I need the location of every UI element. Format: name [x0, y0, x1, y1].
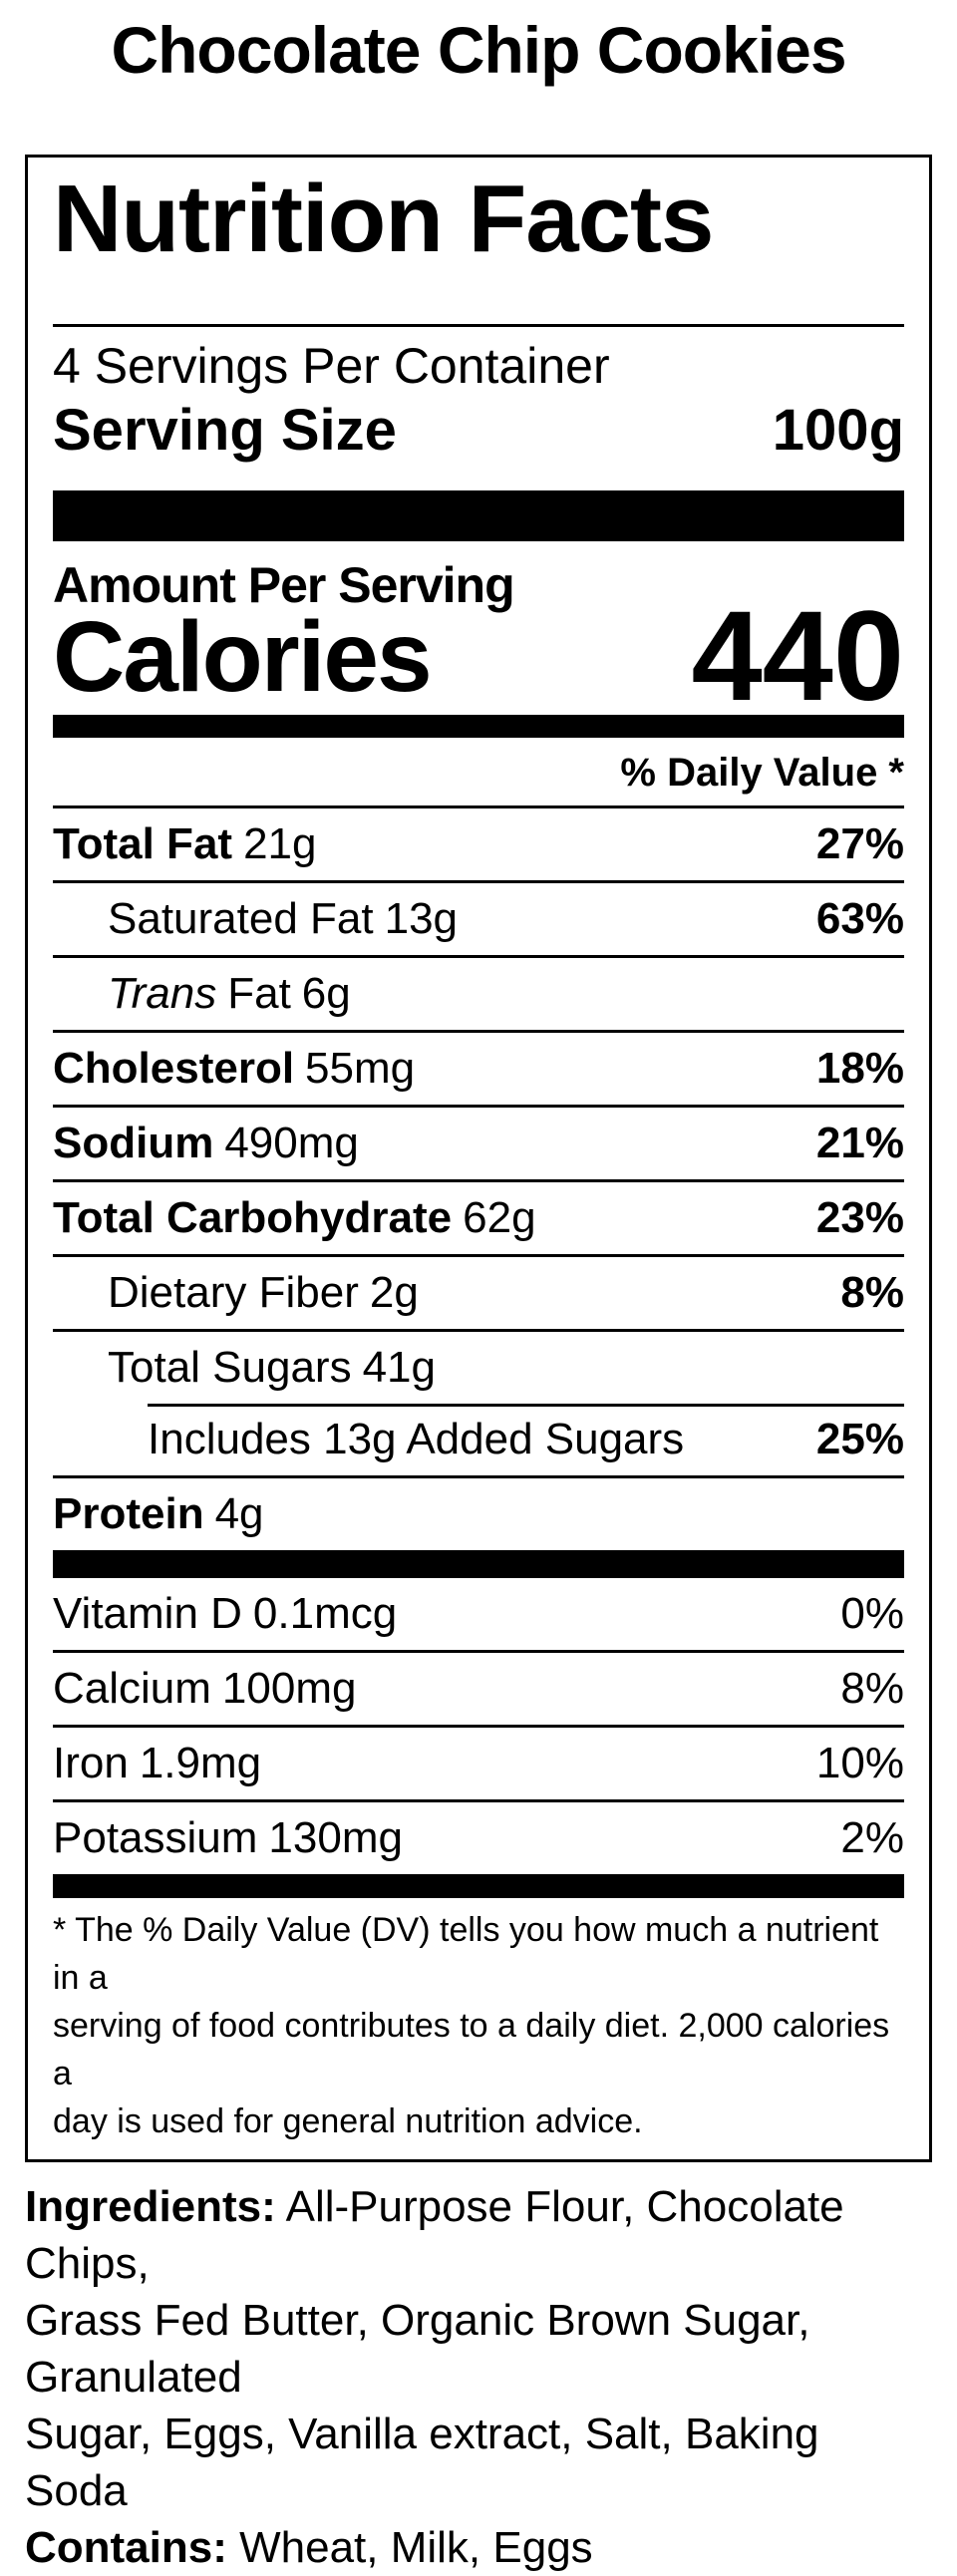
nutrient-text: Potassium 130mg: [53, 1813, 403, 1862]
row-protein: Protein 4g: [53, 1478, 904, 1550]
nutrient-text: Saturated Fat 13g: [108, 894, 459, 943]
nutrient-dv: 2%: [840, 1813, 904, 1862]
nutrient-dv: 8%: [840, 1664, 904, 1713]
daily-value-header: % Daily Value *: [53, 738, 904, 808]
ingredients-line: Sugar, Eggs, Vanilla extract, Salt, Baki…: [25, 2410, 819, 2515]
heading-divider: [53, 324, 904, 327]
nutrient-dv: 18%: [815, 1044, 904, 1093]
calories-row: Calories 440: [53, 593, 904, 721]
nutrition-facts-panel: Nutrition Facts 4 Servings Per Container…: [25, 155, 932, 2162]
footnote-line: serving of food contributes to a daily d…: [53, 2007, 890, 2093]
nutrient-text: Vitamin D 0.1mcg: [53, 1589, 398, 1638]
nutrient-text: Calcium 100mg: [53, 1664, 357, 1713]
nutrient-text: Total Sugars 41g: [108, 1343, 436, 1392]
thick-divider-bar: [53, 715, 904, 738]
nutrient-text: Trans Fat 6g: [108, 969, 351, 1018]
nutrient-dv: 23%: [815, 1193, 904, 1242]
nutrient-dv: 63%: [815, 894, 904, 943]
nutrient-text: Dietary Fiber 2g: [108, 1268, 419, 1317]
row-trans-fat: Trans Fat 6g: [53, 958, 904, 1033]
ingredients-line: Grass Fed Butter, Organic Brown Sugar, G…: [25, 2296, 810, 2402]
row-vitamin-d: Vitamin D 0.1mcg 0%: [53, 1578, 904, 1653]
product-title: Chocolate Chip Cookies: [111, 13, 846, 87]
nutrient-dv: 27%: [815, 819, 904, 868]
row-potassium: Potassium 130mg 2%: [53, 1802, 904, 1874]
nutrient-dv: 8%: [840, 1268, 904, 1317]
nutrition-facts-heading: Nutrition Facts: [53, 165, 714, 272]
row-sodium: Sodium 490mg 21%: [53, 1108, 904, 1182]
thick-divider-bar: [53, 490, 904, 541]
nutrient-text: Cholesterol 55mg: [53, 1044, 416, 1093]
calories-label: Calories: [53, 601, 433, 713]
calories-value: 440: [691, 585, 904, 728]
row-calcium: Calcium 100mg 8%: [53, 1653, 904, 1728]
row-total-fat: Total Fat 21g 27%: [53, 808, 904, 883]
amount-per-serving-label: Amount Per Serving: [53, 557, 515, 613]
row-added-sugars: Includes 13g Added Sugars 25%: [53, 1404, 904, 1478]
row-saturated-fat: Saturated Fat 13g 63%: [53, 883, 904, 958]
nutrient-dv: 25%: [815, 1415, 904, 1463]
serving-size-value: 100g: [772, 398, 904, 463]
nutrient-text: Includes 13g Added Sugars: [148, 1415, 685, 1463]
nutrient-text: Protein 4g: [53, 1489, 264, 1538]
thick-divider-bar: [53, 1550, 904, 1578]
row-total-carbohydrate: Total Carbohydrate 62g 23%: [53, 1182, 904, 1257]
row-cholesterol: Cholesterol 55mg 18%: [53, 1033, 904, 1108]
row-dietary-fiber: Dietary Fiber 2g 8%: [53, 1257, 904, 1332]
nutrient-text: Iron 1.9mg: [53, 1739, 262, 1787]
servings-per-container: 4 Servings Per Container: [53, 338, 610, 394]
contains-line: Contains: Wheat, Milk, Eggs: [25, 2523, 593, 2572]
thick-divider-bar: [53, 1874, 904, 1898]
footnote-line: * The % Daily Value (DV) tells you how m…: [53, 1911, 879, 1997]
nutrient-dv: 0%: [840, 1589, 904, 1638]
row-iron: Iron 1.9mg 10%: [53, 1728, 904, 1802]
ingredients-line: Ingredients: All-Purpose Flour, Chocolat…: [25, 2182, 844, 2288]
nutrient-dv: 21%: [815, 1119, 904, 1167]
daily-value-footnote: * The % Daily Value (DV) tells you how m…: [53, 1906, 904, 2145]
nutrient-text: Total Carbohydrate 62g: [53, 1193, 536, 1242]
nutrient-dv: 10%: [815, 1739, 904, 1787]
ingredients-block: Ingredients: All-Purpose Flour, Chocolat…: [25, 2178, 932, 2576]
serving-size-row: Serving Size 100g: [53, 397, 904, 465]
nutrient-text: Sodium 490mg: [53, 1119, 359, 1167]
serving-size-label: Serving Size: [53, 398, 397, 463]
footnote-line: day is used for general nutrition advice…: [53, 2102, 643, 2140]
row-total-sugars: Total Sugars 41g: [53, 1332, 904, 1404]
nutrient-text: Total Fat 21g: [53, 819, 317, 868]
